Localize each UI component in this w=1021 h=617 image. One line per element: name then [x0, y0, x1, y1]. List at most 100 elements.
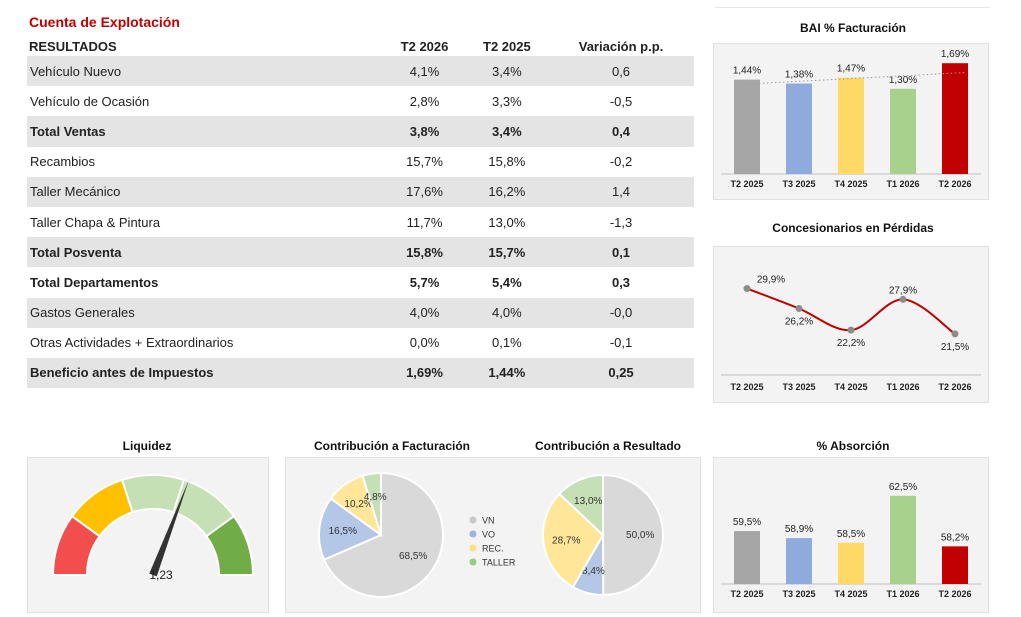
gauge-value: 1,23: [149, 568, 173, 582]
data-label: 62,5%: [889, 482, 917, 493]
cell-variacion: 0,4: [548, 116, 694, 147]
data-point: [951, 330, 959, 338]
cell-t2-2025: 5,4%: [492, 274, 522, 290]
slice-label: 68,5%: [399, 551, 427, 562]
bai-chart-title: BAI % Facturación: [799, 21, 907, 35]
legend-label: VO: [482, 530, 495, 540]
row-label: Vehículo de Ocasión: [30, 93, 150, 109]
data-label: 1,30%: [889, 75, 917, 86]
bai-chart: 1,44% T2 2025 1,38% T3 2025 1,47% T4 2025 1,30…: [721, 49, 981, 189]
legend-marker: [469, 558, 477, 566]
data-label: 58,2%: [941, 532, 969, 543]
tick-label: T1 2026: [886, 589, 919, 599]
header-resultados: RESULTADOS: [29, 38, 117, 54]
table-row: Beneficio antes de Impuestos 1,69% 1,44% 0,…: [27, 357, 694, 389]
data-label: 58,9%: [785, 524, 813, 535]
legend-marker: [469, 516, 477, 524]
legend-marker: [469, 530, 477, 538]
row-label: Total Posventa: [27, 237, 384, 268]
contribucion-panel: 68,5% 16,5% 10,2% 4,8% 50,0% 8,4% 28,7% 13,0% VN…: [285, 457, 701, 613]
cell-t2-2025: 3,3%: [492, 93, 522, 109]
table-row: Total Ventas 3,8% 3,4% 0,4: [27, 116, 694, 147]
data-label: 1,47%: [837, 64, 865, 75]
cell-t2-2025: 3,4%: [465, 56, 549, 87]
cell-t2-2025: 4,0%: [465, 297, 549, 328]
slice-label: 10,2%: [344, 499, 372, 510]
absorcion-chart: 59,5% T2 2025 58,9% T3 2025 58,5% T4 2025 62,5…: [721, 482, 981, 599]
legend-marker: [469, 544, 477, 552]
tick-label: T2 2025: [730, 589, 763, 599]
cell-t2-2026: 1,69%: [383, 357, 466, 389]
header-t2-2025: T2 2025: [483, 38, 531, 54]
pie-slice: [542, 492, 605, 589]
slice-label: 4,8%: [364, 492, 387, 503]
cell-t2-2026: 4,1%: [383, 56, 466, 87]
bar: [786, 538, 812, 584]
cell-t2-2026: 5,7%: [409, 274, 440, 290]
bar: [734, 531, 760, 584]
absorcion-chart-panel: 59,5% T2 2025 58,9% T3 2025 58,5% T4 2025 62,5…: [713, 457, 989, 613]
cell-t2-2026: 17,6%: [383, 176, 466, 207]
cell-variacion: -0,0: [548, 297, 694, 328]
gauge-needle: [149, 479, 190, 577]
cell-t2-2025: 13,0%: [488, 214, 526, 230]
bar: [942, 63, 968, 174]
tick-label: T2 2025: [730, 179, 763, 189]
legend-label: TALLER: [482, 558, 516, 568]
cell-t2-2025: 3,4%: [465, 116, 549, 147]
liquidez-panel: 1,23: [27, 457, 269, 613]
data-label: 22,2%: [837, 338, 865, 349]
data-label: 29,9%: [757, 275, 785, 286]
cell-t2-2025: 1,44%: [465, 357, 549, 389]
cell-t2-2025: 15,8%: [488, 154, 526, 170]
bar: [838, 77, 864, 174]
data-label: 27,9%: [889, 285, 917, 296]
cell-t2-2025: 15,7%: [465, 237, 549, 268]
table-row: Total Posventa 15,8% 15,7% 0,1: [27, 237, 694, 268]
row-label: Vehículo Nuevo: [27, 56, 384, 87]
pie-slice: [557, 473, 604, 538]
contribucion-pies: 68,5% 16,5% 10,2%4,8% 50,0% 8,4% 28,7% 13,0% VN…: [318, 471, 665, 598]
data-label: 58,5%: [837, 529, 865, 540]
data-label: 26,2%: [785, 317, 813, 328]
table-row: Taller Mecánico 17,6% 16,2% 1,4: [27, 176, 694, 207]
cell-t2-2026: 2,8%: [409, 93, 440, 109]
cell-t2-2026: 3,8%: [383, 116, 466, 147]
liquidez-gauge: 1,23: [51, 474, 255, 582]
data-point: [795, 305, 803, 313]
cell-t2-2026: 11,7%: [406, 214, 443, 230]
perdidas-chart-title: Concesionarios en Pérdidas: [772, 221, 934, 235]
data-label: 59,5%: [733, 517, 761, 528]
tick-label: T4 2025: [834, 179, 867, 189]
legend-label: REC.: [482, 544, 504, 554]
data-label: 1,38%: [785, 70, 813, 81]
tick-label: T2 2026: [938, 589, 971, 599]
bar: [890, 88, 916, 174]
data-point: [743, 285, 751, 293]
table-header-row: RESULTADOS T2 2026 T2 2025 Variación p.p…: [27, 36, 694, 56]
bar: [734, 79, 760, 174]
table-row: Vehículo Nuevo 4,1% 3,4% 0,6: [27, 56, 694, 87]
cell-t2-2026: 15,8%: [383, 237, 466, 268]
liquidez-title: Liquidez: [122, 439, 172, 453]
data-label: 21,5%: [941, 342, 969, 353]
cell-variacion: 0,3: [611, 274, 631, 290]
table-row: Taller Chapa & Pintura 11,7% 13,0% -1,3: [27, 207, 694, 237]
slice-label: 28,7%: [552, 535, 580, 546]
tick-label: T1 2026: [886, 179, 919, 189]
perdidas-chart: 29,9% T2 2025 26,2% T3 2025 22,2% T4 2025 27,9…: [721, 275, 981, 392]
data-label: 1,69%: [941, 49, 969, 60]
contrib-res-title: Contribución a Resultado: [534, 439, 681, 453]
row-label: Taller Mecánico: [27, 176, 384, 207]
legend-label: VN: [482, 516, 495, 526]
slice-label: 13,0%: [574, 496, 602, 507]
pie-slice: [322, 471, 444, 598]
section-title: Cuenta de Explotación: [29, 14, 180, 30]
table-row: Otras Actividades + Extraordinarios 0,0% 0…: [27, 328, 694, 358]
contrib-fact-title: Contribución a Facturación: [313, 439, 470, 453]
cell-t2-2025: 0,1%: [492, 335, 522, 351]
trendline: [746, 72, 966, 85]
table-row: Gastos Generales 4,0% 4,0% -0,0: [27, 297, 694, 328]
tick-label: T2 2026: [938, 179, 971, 189]
bar: [786, 83, 812, 174]
